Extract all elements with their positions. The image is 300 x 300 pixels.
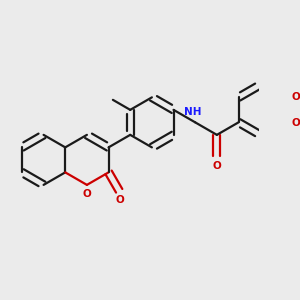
Text: O: O [292,118,300,128]
Text: NH: NH [184,107,202,117]
Text: O: O [82,190,91,200]
Text: O: O [116,195,124,205]
Text: O: O [292,92,300,102]
Text: O: O [212,161,221,171]
